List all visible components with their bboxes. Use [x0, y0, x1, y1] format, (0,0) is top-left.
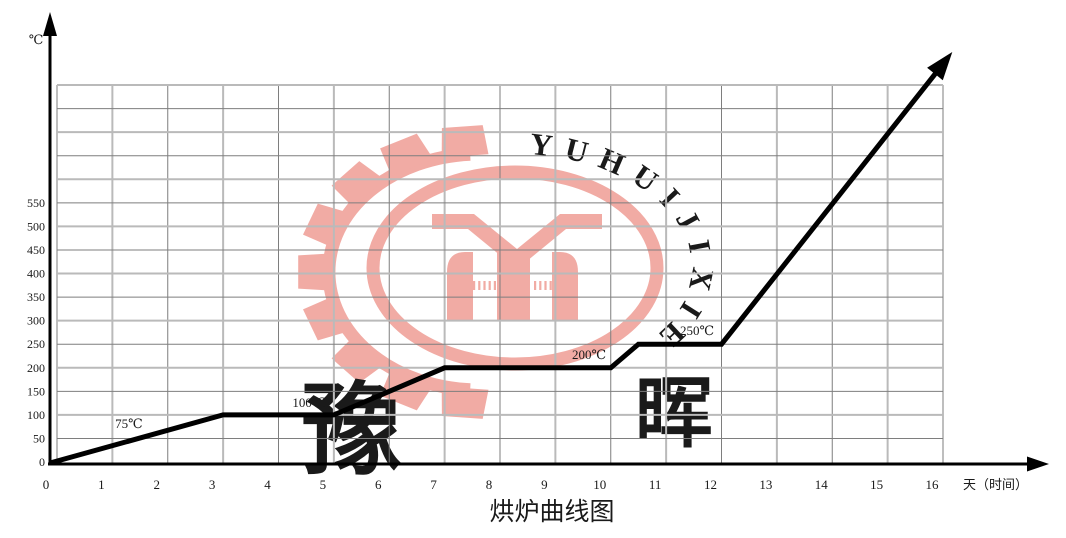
monogram-hatch-icon: [483, 281, 486, 290]
x-tick-label: 6: [375, 477, 382, 492]
monogram-hatch-icon: [534, 281, 537, 290]
grid: [56, 84, 944, 463]
y-tick-label: 250: [27, 337, 45, 351]
watermark-ellipse-ring-icon: [366, 165, 664, 371]
gear-tooth-icon: [380, 133, 434, 176]
furnace-curve-line: [49, 69, 940, 466]
monogram-hatch-icon: [549, 281, 552, 290]
curve-annotation: 100℃: [292, 395, 326, 410]
gear-tooth-icon: [303, 203, 349, 247]
y-tick-label: 550: [27, 196, 45, 210]
annotation-layer: 75℃ 100℃ 200℃ 250℃: [115, 323, 714, 431]
y-tick-labels: 0 50 100 150 200 250 300 350 400 450 500 550: [27, 196, 45, 469]
y-tick-label: 450: [27, 243, 45, 257]
x-tick-label: 12: [704, 477, 717, 492]
monogram-hatch-icon: [488, 281, 491, 290]
monogram-hatch-icon: [493, 281, 496, 290]
axes: [43, 12, 1049, 472]
x-tick-label: 13: [759, 477, 772, 492]
x-tick-label: 4: [264, 477, 271, 492]
x-tick-label: 15: [870, 477, 883, 492]
monogram-hatch-icon: [478, 281, 481, 290]
y-tick-label: 500: [27, 219, 45, 233]
curve-annotation: 200℃: [572, 347, 606, 362]
chart-title: 烘炉曲线图: [489, 498, 614, 526]
gear-tooth-icon: [331, 161, 385, 207]
watermark-monogram-icon: [432, 214, 602, 320]
gear-tooth-icon: [441, 386, 489, 419]
y-axis-arrow-icon: [43, 12, 57, 36]
curve-annotation: 250℃: [680, 323, 714, 338]
watermark-gear-teeth-icon: [298, 125, 489, 419]
gear-tooth-icon: [380, 368, 434, 411]
monogram-hatch-icon: [544, 281, 547, 290]
y-tick-label: 350: [27, 290, 45, 304]
x-tick-labels: 0 1 2 3 4 5 6 7 8 9 10 11 12 13 14 15 16: [43, 477, 939, 492]
monogram-hatch-icon: [473, 281, 476, 290]
gear-tooth-icon: [441, 125, 489, 158]
x-tick-label: 3: [209, 477, 216, 492]
watermark-char-right: 晖: [635, 370, 713, 457]
monogram-hatch-icon: [539, 281, 542, 290]
curve-arrow-icon: [927, 52, 953, 81]
y-tick-label: 200: [27, 361, 45, 375]
y-tick-label: 300: [27, 314, 45, 328]
x-tick-label: 1: [98, 477, 105, 492]
curve-layer: [49, 52, 953, 466]
x-tick-label: 11: [649, 477, 662, 492]
y-tick-label: 400: [27, 267, 45, 281]
y-tick-label: 50: [33, 431, 45, 445]
x-tick-label: 0: [43, 477, 50, 492]
y-tick-label: 100: [27, 408, 45, 422]
curve-annotation: 75℃: [115, 416, 143, 431]
x-tick-label: 2: [154, 477, 161, 492]
y-tick-label: 150: [27, 384, 45, 398]
x-tick-label: 5: [320, 477, 327, 492]
x-tick-label: 9: [541, 477, 548, 492]
x-tick-label: 16: [926, 477, 940, 492]
y-axis-unit-label: ℃: [29, 32, 44, 47]
x-tick-label: 10: [593, 477, 606, 492]
x-axis-unit-label: 天（时间）: [963, 477, 1028, 492]
x-tick-label: 14: [815, 477, 829, 492]
gear-tooth-icon: [331, 337, 385, 383]
gear-tooth-icon: [303, 297, 349, 341]
y-tick-label: 0: [39, 455, 45, 469]
gear-tooth-icon: [298, 253, 330, 291]
x-axis-arrow-icon: [1027, 456, 1049, 472]
x-tick-label: 8: [486, 477, 493, 492]
x-tick-label: 7: [430, 477, 437, 492]
